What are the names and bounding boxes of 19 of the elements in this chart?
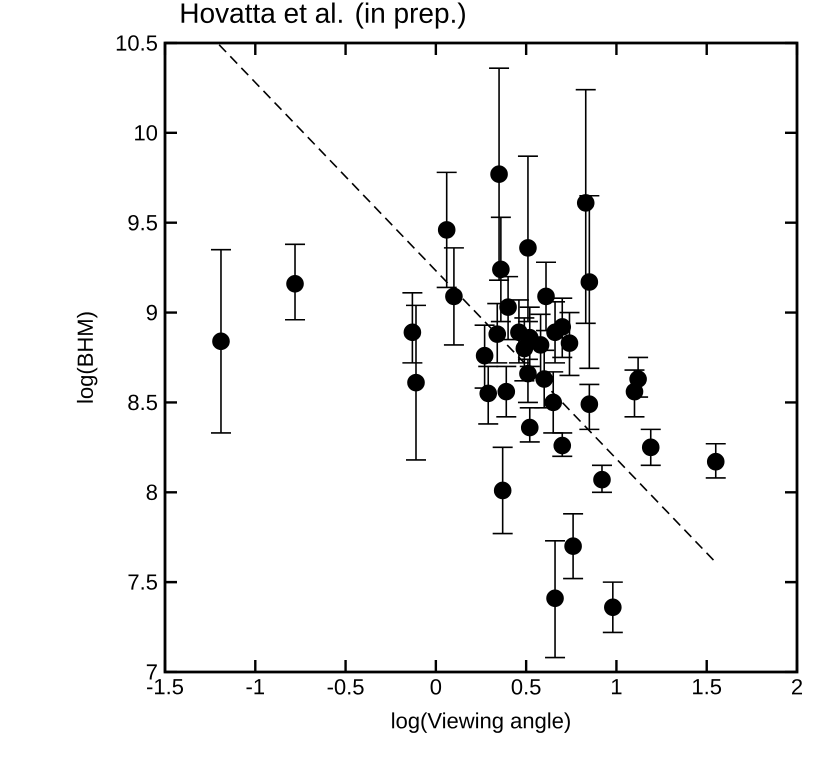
x-tick-label: 0.5 [512,679,540,695]
x-tick-label: 1.5 [693,679,722,694]
y-tick-label: 9 [146,304,157,320]
y-tick-label: 7.5 [128,574,157,590]
y-tick-label: 10.5 [116,35,157,51]
y-axis-title: log(BHM) [76,312,98,402]
chart-title: Hovatta et al. (in prep.) [182,2,465,29]
y-tick-label: 10 [135,125,158,141]
x-tick-label: 0 [430,679,442,695]
x-tick-label: 1 [612,679,622,694]
x-tick-label: 2 [792,679,802,694]
y-tick-label: 8.5 [128,394,157,410]
x-axis-title: log(Viewing angle) [392,712,570,733]
x-tick-label: -0.5 [328,679,364,695]
y-tick-label: 8 [146,484,157,500]
y-tick-label: 9.5 [128,214,157,230]
x-tick-label: -1.5 [147,679,184,694]
y-tick-label: 7 [146,664,157,680]
x-tick-label: -1 [246,679,264,694]
